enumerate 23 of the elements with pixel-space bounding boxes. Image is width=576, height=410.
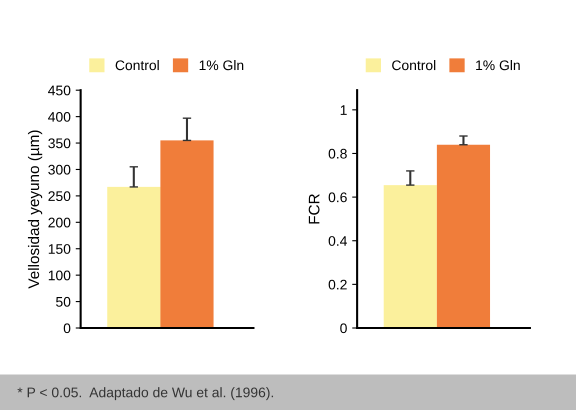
y-tick-label: 0 [64, 323, 70, 334]
y-tick-label: 1 [340, 105, 347, 115]
y-tick-label: 0 [340, 323, 347, 334]
legend-label: 1% Gln [476, 60, 520, 70]
y-tick-label: 0.8 [328, 148, 347, 159]
legend-label: 1% Gln [200, 60, 244, 70]
text: * P < 0.05. Adaptado de Wu et al. (1996). [18, 387, 274, 400]
legend-label: Control [392, 60, 436, 70]
y-tick-label: 450 [48, 86, 70, 96]
y-tick-label: 350 [48, 138, 70, 148]
y-tick-label: 400 [48, 112, 70, 122]
y-tick-label: 100 [48, 270, 70, 280]
y-tick-label: 150 [48, 244, 70, 254]
y-axis-title: Vellosidad yeyuno (µm) [28, 130, 42, 289]
y-axis-title: FCR [308, 194, 320, 224]
y-tick-label: 250 [48, 191, 70, 202]
y-tick-label: 0.2 [328, 280, 347, 290]
y-tick-label: 0.6 [328, 192, 347, 202]
y-tick-label: 200 [48, 218, 70, 228]
y-tick-label: 0.4 [328, 236, 347, 246]
legend-label: Control [116, 60, 159, 70]
y-tick-label: 50 [56, 296, 70, 307]
y-tick-label: 300 [48, 164, 70, 175]
